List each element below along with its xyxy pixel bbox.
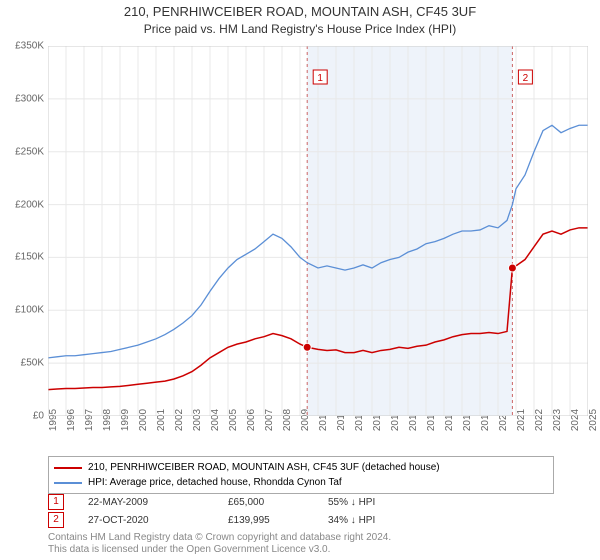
sales-table: 1 22-MAY-2009£65,00055% ↓ HPI 2 27-OCT-2020…	[48, 494, 428, 530]
y-tick-label: £150K	[15, 252, 44, 263]
y-tick-label: £350K	[15, 41, 44, 52]
sale-row: 1 22-MAY-2009£65,00055% ↓ HPI	[48, 494, 428, 510]
y-tick-label: £50K	[21, 358, 44, 369]
sale-pct: 34% ↓ HPI	[328, 515, 428, 526]
x-tick-label: 2025	[588, 409, 599, 431]
chart-subtitle: Price paid vs. HM Land Registry's House …	[0, 21, 600, 36]
legend-swatch	[54, 482, 82, 484]
svg-text:1: 1	[317, 73, 323, 84]
legend-row: HPI: Average price, detached house, Rhon…	[54, 475, 548, 490]
legend-swatch	[54, 467, 82, 469]
sale-marker-box: 2	[48, 512, 64, 528]
sale-price: £65,000	[228, 497, 328, 508]
plot-area: 12	[48, 46, 588, 416]
y-tick-label: £0	[33, 411, 44, 422]
sale-date: 27-OCT-2020	[88, 515, 228, 526]
footer-note: Contains HM Land Registry data © Crown c…	[48, 532, 391, 556]
chart-svg: 12	[48, 46, 588, 416]
y-tick-label: £300K	[15, 93, 44, 104]
sale-price: £139,995	[228, 515, 328, 526]
legend-row: 210, PENRHIWCEIBER ROAD, MOUNTAIN ASH, C…	[54, 460, 548, 475]
svg-text:2: 2	[523, 73, 529, 84]
y-tick-label: £200K	[15, 199, 44, 210]
legend-label: HPI: Average price, detached house, Rhon…	[88, 475, 342, 490]
chart-title: 210, PENRHIWCEIBER ROAD, MOUNTAIN ASH, C…	[0, 0, 600, 21]
sale-marker-box: 1	[48, 494, 64, 510]
y-tick-label: £100K	[15, 305, 44, 316]
legend: 210, PENRHIWCEIBER ROAD, MOUNTAIN ASH, C…	[48, 456, 554, 494]
sale-date: 22-MAY-2009	[88, 497, 228, 508]
y-tick-label: £250K	[15, 146, 44, 157]
chart-container: 210, PENRHIWCEIBER ROAD, MOUNTAIN ASH, C…	[0, 0, 600, 560]
footer-line-2: This data is licensed under the Open Gov…	[48, 544, 391, 556]
sale-pct: 55% ↓ HPI	[328, 497, 428, 508]
legend-label: 210, PENRHIWCEIBER ROAD, MOUNTAIN ASH, C…	[88, 460, 440, 475]
sale-row: 2 27-OCT-2020£139,99534% ↓ HPI	[48, 512, 428, 528]
footer-line-1: Contains HM Land Registry data © Crown c…	[48, 532, 391, 544]
